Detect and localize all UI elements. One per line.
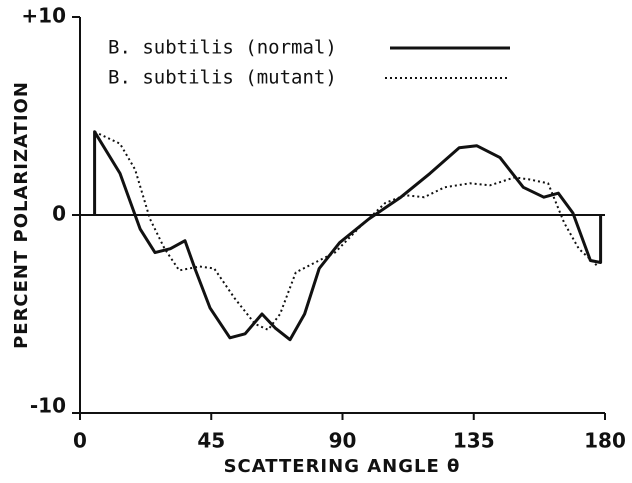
y-tick-label: 0 [52, 202, 66, 226]
legend-label: B. subtilis (mutant) [108, 67, 337, 89]
x-tick-label: 0 [73, 429, 87, 453]
data-line [94, 130, 599, 331]
x-tick-label: 180 [584, 429, 626, 453]
y-tick-label: -10 [30, 394, 66, 418]
legend-label: B. subtilis (normal) [108, 37, 337, 59]
x-axis-title: SCATTERING ANGLE θ [224, 456, 461, 477]
data-line [93, 130, 603, 342]
y-tick-label: +10 [21, 4, 66, 28]
x-tick-label: 135 [453, 429, 495, 453]
x-tick-label: 45 [197, 429, 225, 453]
y-axis-title: PERCENT POLARIZATION [11, 81, 32, 349]
x-tick-label: 90 [329, 429, 357, 453]
